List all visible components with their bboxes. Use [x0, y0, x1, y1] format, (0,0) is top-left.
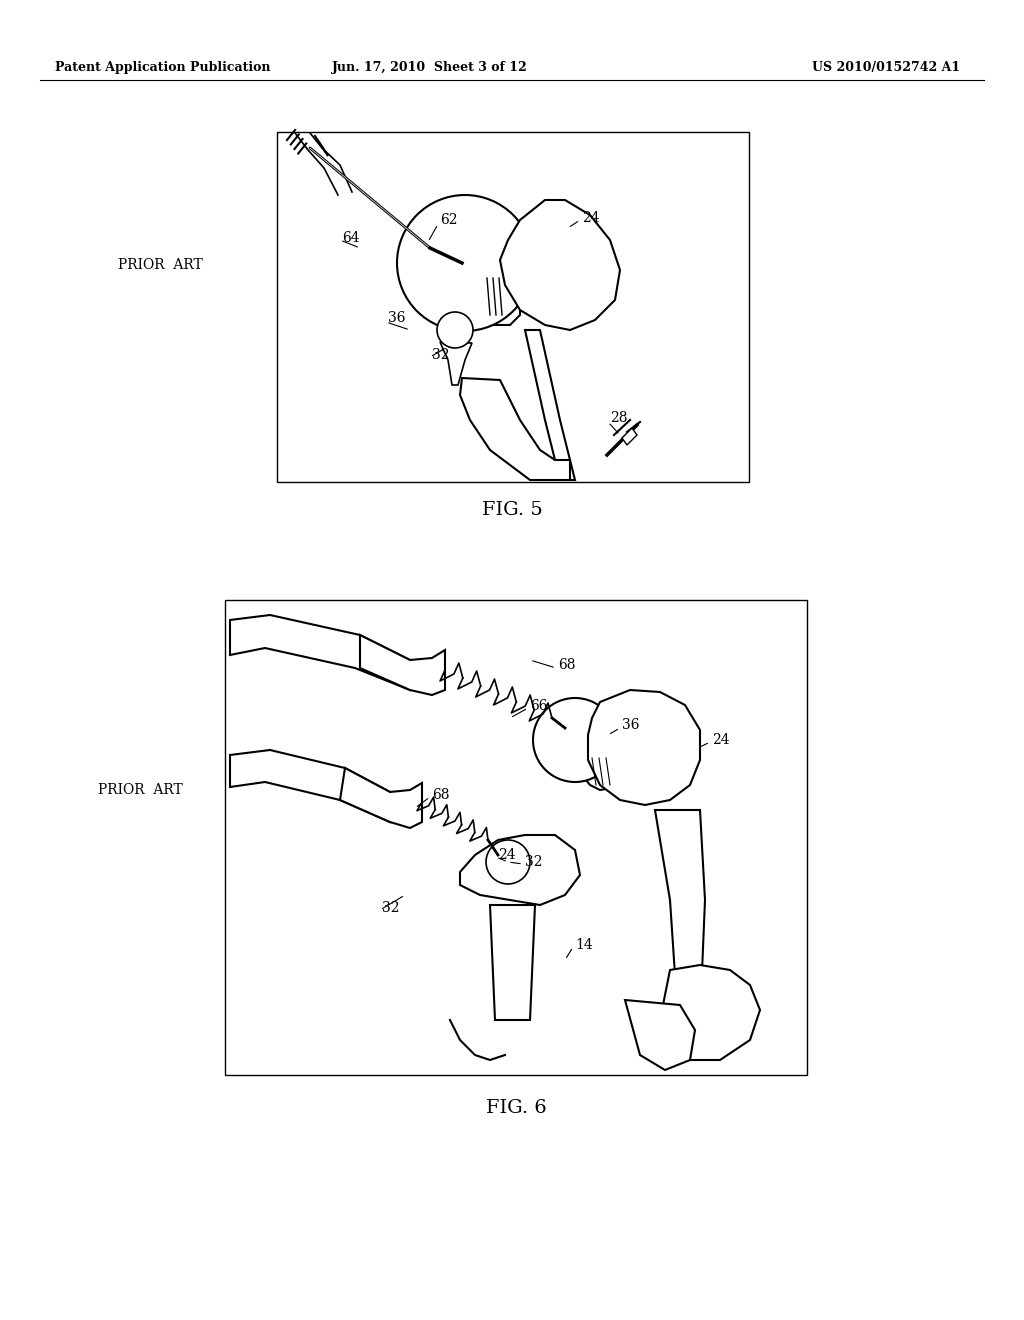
- Circle shape: [486, 840, 530, 884]
- Text: Patent Application Publication: Patent Application Publication: [55, 62, 270, 74]
- Polygon shape: [230, 750, 390, 822]
- Text: 36: 36: [622, 718, 640, 733]
- Text: 32: 32: [432, 348, 450, 362]
- Polygon shape: [575, 744, 618, 789]
- Polygon shape: [230, 615, 410, 690]
- Text: 24: 24: [498, 847, 516, 862]
- Text: 68: 68: [558, 657, 575, 672]
- Text: PRIOR  ART: PRIOR ART: [118, 257, 203, 272]
- Text: 24: 24: [582, 211, 600, 224]
- Polygon shape: [440, 342, 472, 385]
- Text: 36: 36: [388, 312, 406, 325]
- Text: 24: 24: [712, 733, 730, 747]
- Text: PRIOR  ART: PRIOR ART: [97, 783, 182, 797]
- Circle shape: [397, 195, 534, 331]
- Polygon shape: [490, 906, 535, 1020]
- Polygon shape: [360, 635, 445, 696]
- Text: 62: 62: [440, 213, 458, 227]
- Polygon shape: [460, 836, 580, 906]
- Polygon shape: [655, 810, 705, 1020]
- Text: 28: 28: [610, 411, 628, 425]
- Bar: [225, 601, 807, 1074]
- Polygon shape: [525, 330, 575, 480]
- Polygon shape: [500, 201, 620, 330]
- Bar: [278, 132, 749, 482]
- Text: 14: 14: [575, 939, 593, 952]
- Polygon shape: [660, 965, 760, 1060]
- Text: FIG. 5: FIG. 5: [481, 502, 543, 519]
- Polygon shape: [622, 428, 637, 445]
- Circle shape: [437, 312, 473, 348]
- Text: US 2010/0152742 A1: US 2010/0152742 A1: [812, 62, 961, 74]
- Text: 66: 66: [530, 700, 548, 713]
- Text: 32: 32: [382, 902, 399, 915]
- Polygon shape: [340, 768, 422, 828]
- Text: Jun. 17, 2010  Sheet 3 of 12: Jun. 17, 2010 Sheet 3 of 12: [332, 62, 528, 74]
- Polygon shape: [625, 1001, 695, 1071]
- Polygon shape: [588, 690, 700, 805]
- Polygon shape: [465, 268, 520, 325]
- Text: FIG. 6: FIG. 6: [485, 1100, 547, 1117]
- Text: 32: 32: [525, 855, 543, 869]
- Polygon shape: [460, 378, 570, 480]
- Circle shape: [534, 698, 617, 781]
- Text: 68: 68: [432, 788, 450, 803]
- Text: 64: 64: [342, 231, 359, 246]
